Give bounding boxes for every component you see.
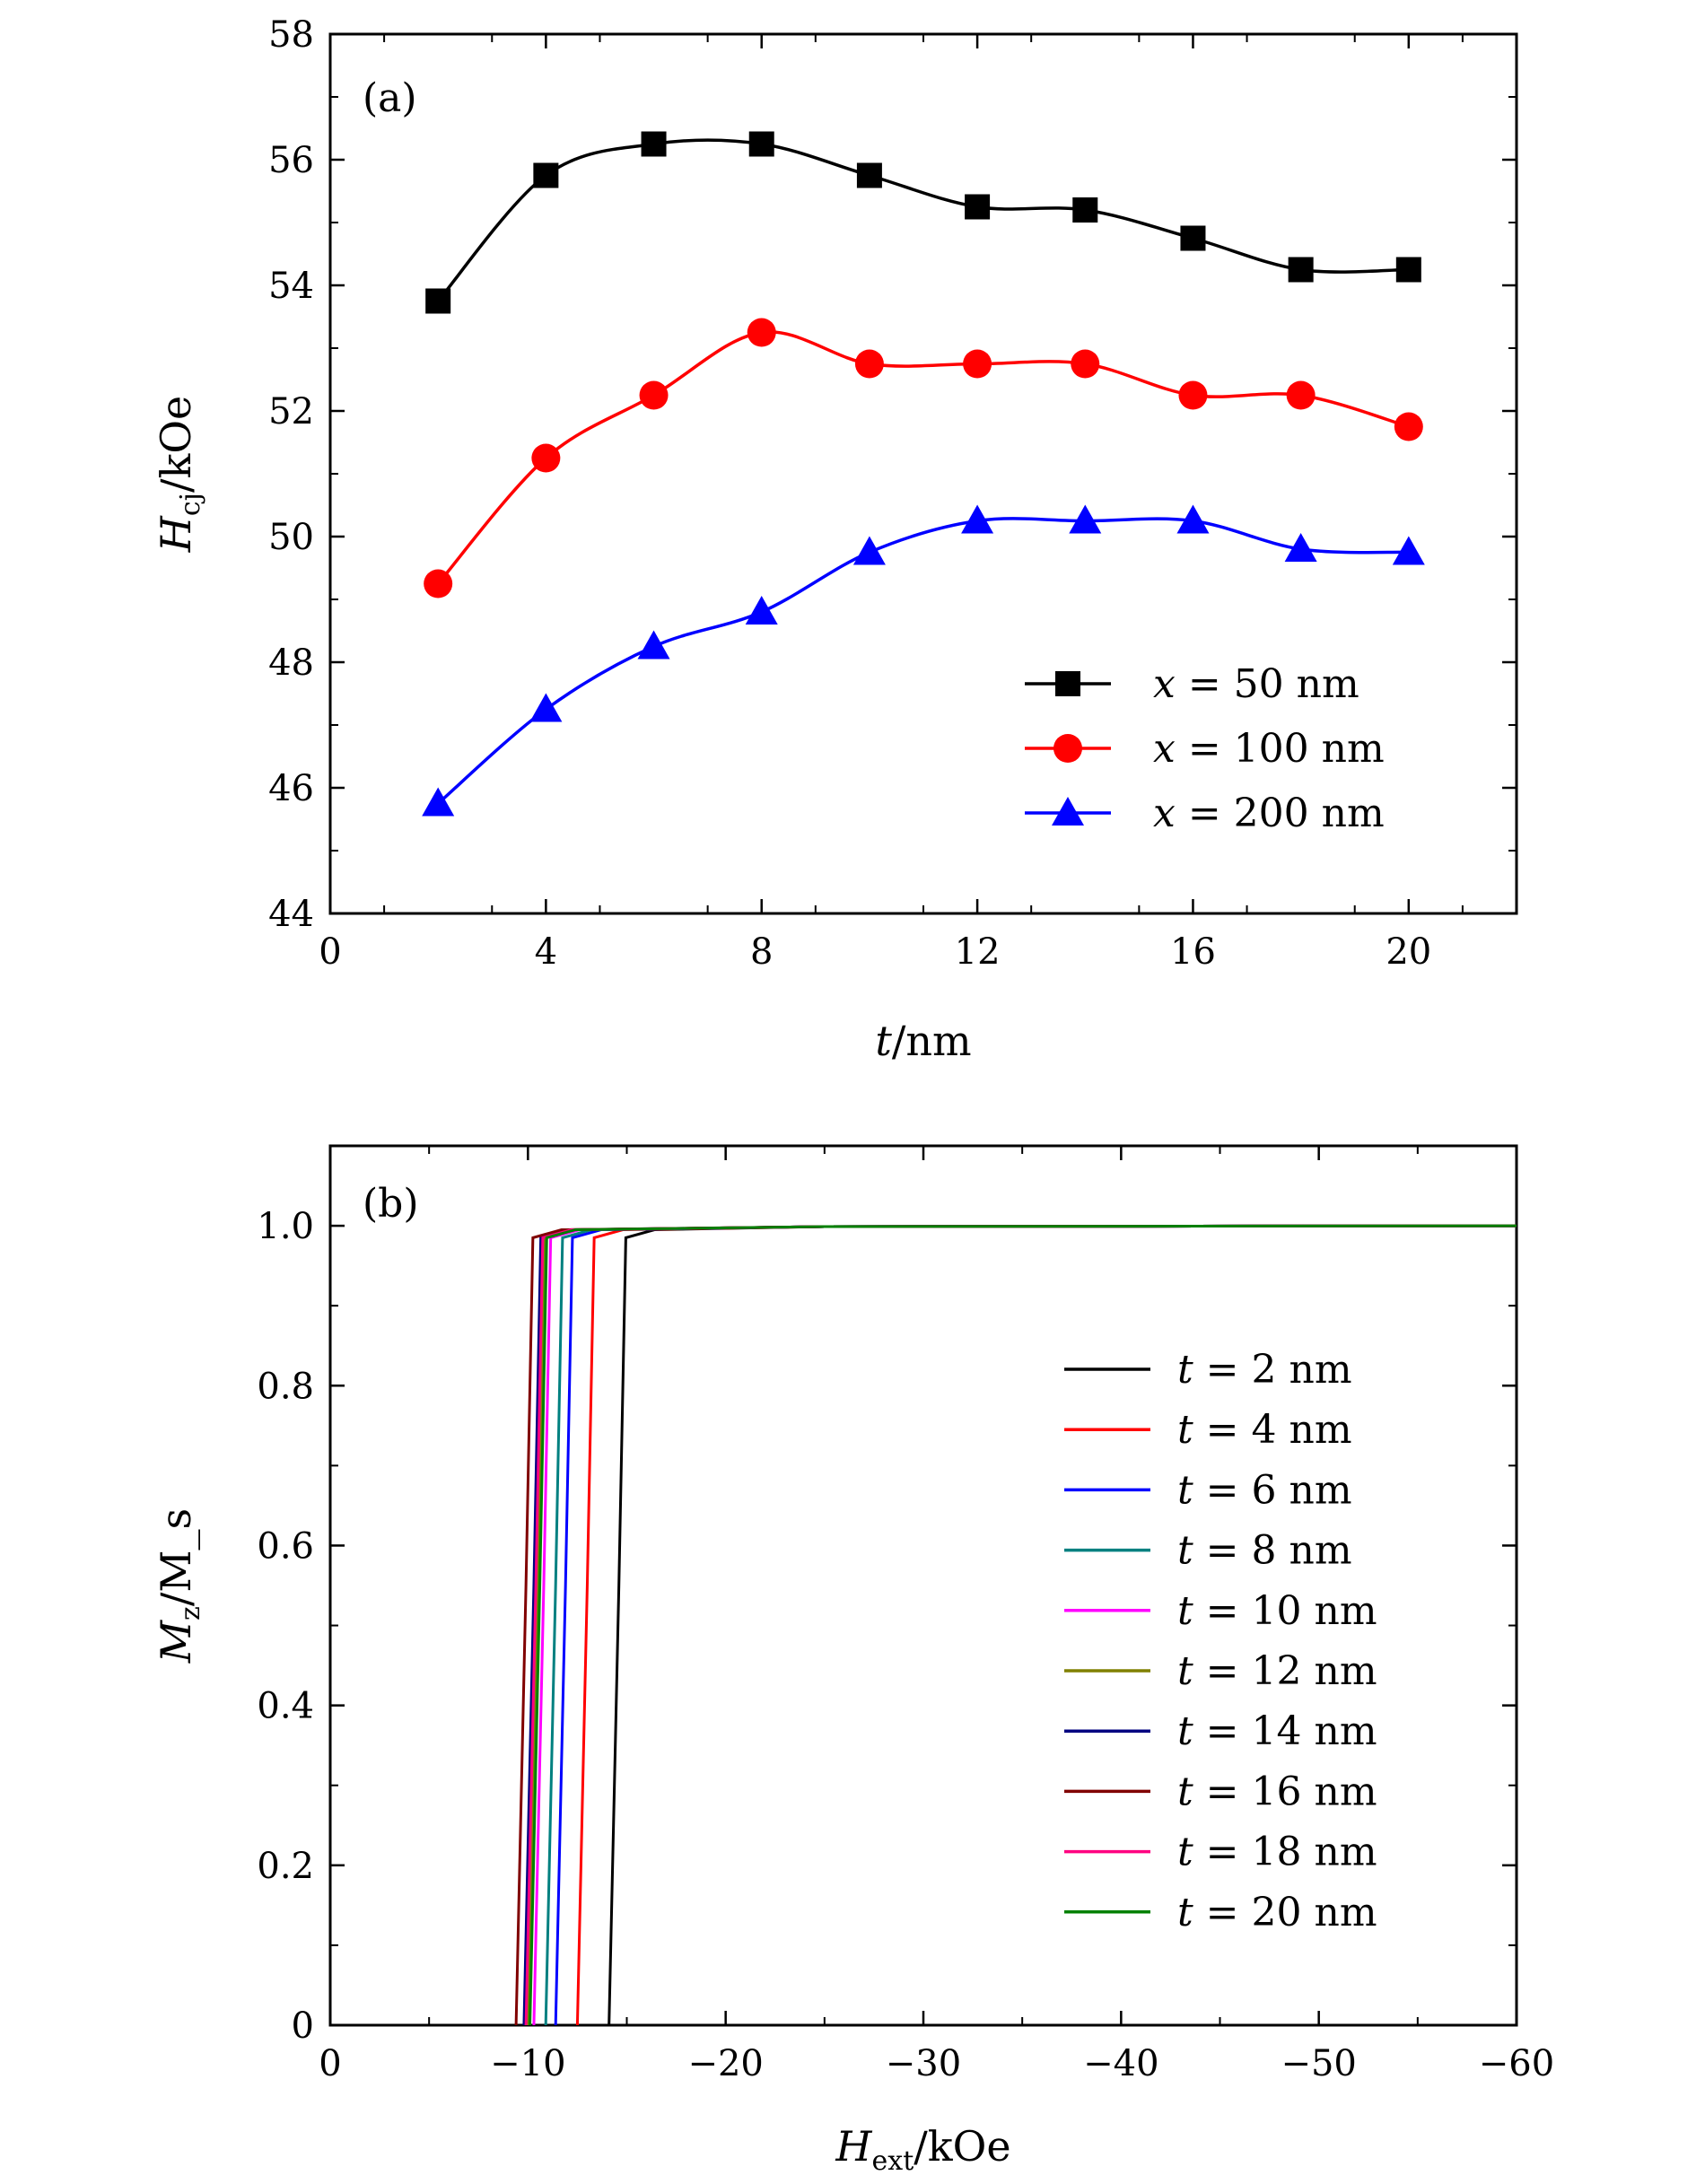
data-point (1395, 257, 1421, 283)
data-point (1286, 380, 1316, 410)
data-point (1284, 533, 1317, 562)
y-tick-label: 0.2 (257, 1846, 314, 1887)
data-point (856, 162, 882, 188)
y-tick-label: 1.0 (257, 1206, 314, 1247)
y-tick-label: 46 (268, 768, 314, 809)
series-line (436, 138, 1409, 302)
data-point (1288, 257, 1314, 283)
x-tick-label: −50 (1281, 2043, 1356, 2084)
y-tick-label: 0 (292, 2005, 314, 2047)
legend-label: t = 12 nm (1177, 1648, 1377, 1694)
data-point (745, 596, 778, 625)
data-point (961, 504, 994, 534)
x-tick-label: 16 (1170, 931, 1216, 973)
series-line (608, 1224, 1517, 2026)
y-tick-label: 48 (268, 642, 314, 684)
legend-marker (1055, 671, 1080, 696)
legend-label: t = 2 nm (1177, 1347, 1352, 1393)
legend-label: x = 200 nm (1153, 791, 1385, 836)
legend-label: t = 4 nm (1177, 1407, 1352, 1453)
data-point (1069, 504, 1102, 534)
y-axis-title-a: Hcj/kOe (152, 396, 206, 554)
data-point (425, 288, 451, 314)
y-tick-label: 0.6 (257, 1525, 314, 1567)
data-point (1180, 225, 1206, 251)
data-point (422, 787, 455, 817)
data-point (533, 162, 559, 188)
x-axis-title-a: t/nm (875, 1017, 971, 1065)
data-point (1176, 504, 1210, 534)
data-point (852, 536, 886, 565)
x-tick-label: 0 (319, 2043, 341, 2084)
panel-label-a: (a) (363, 75, 417, 121)
x-tick-label: 20 (1386, 931, 1431, 973)
x-tick-label: −40 (1083, 2043, 1158, 2084)
series-line (436, 330, 1410, 585)
x-tick-label: −10 (490, 2043, 565, 2084)
data-point (1071, 349, 1100, 379)
x-tick-label: 12 (955, 931, 1001, 973)
y-tick-label: 52 (268, 391, 314, 432)
y-tick-label: 56 (268, 140, 314, 181)
legend-label: t = 6 nm (1177, 1467, 1352, 1513)
data-point (639, 380, 669, 410)
x-tick-label: −20 (687, 2043, 763, 2084)
x-tick-label: 4 (535, 931, 557, 973)
legend-label: x = 50 nm (1153, 661, 1359, 707)
y-tick-label: 0.4 (257, 1686, 314, 1727)
legend-label: t = 16 nm (1177, 1769, 1377, 1814)
legend-label: t = 18 nm (1177, 1830, 1377, 1875)
data-point (747, 318, 776, 347)
data-point (1072, 197, 1098, 223)
x-tick-label: 8 (750, 931, 773, 973)
data-point (1394, 412, 1423, 441)
legend-marker (1052, 797, 1084, 826)
data-point (748, 131, 774, 157)
y-tick-label: 58 (268, 14, 314, 56)
series-line (437, 517, 1409, 805)
data-point (529, 693, 563, 722)
data-point (424, 569, 453, 598)
legend-label: x = 100 nm (1153, 726, 1385, 772)
series-line (529, 1224, 1517, 2026)
legend-marker (1053, 734, 1082, 763)
data-point (641, 131, 667, 157)
panel-label-b: (b) (363, 1181, 419, 1227)
y-tick-label: 50 (268, 517, 314, 558)
data-point (965, 194, 991, 220)
data-point (637, 630, 670, 660)
plot-frame-a (328, 32, 1518, 915)
x-tick-label: 0 (319, 931, 341, 973)
x-tick-label: −60 (1479, 2043, 1554, 2084)
data-point (1392, 536, 1425, 565)
x-tick-label: −30 (886, 2043, 961, 2084)
data-point (854, 349, 884, 379)
data-point (531, 443, 561, 473)
data-point (1178, 380, 1208, 410)
legend-label: t = 14 nm (1177, 1708, 1377, 1754)
y-tick-label: 0.8 (257, 1366, 314, 1407)
legend-label: t = 20 nm (1177, 1890, 1377, 1935)
data-point (963, 349, 992, 379)
x-axis-title-b: Hext/kOe (835, 2122, 1010, 2177)
y-tick-label: 44 (268, 894, 314, 935)
y-tick-label: 54 (268, 266, 314, 307)
legend-label: t = 8 nm (1177, 1528, 1352, 1574)
legend-label: t = 10 nm (1177, 1588, 1377, 1634)
y-axis-title-b: Mz/M_s (152, 1508, 206, 1664)
